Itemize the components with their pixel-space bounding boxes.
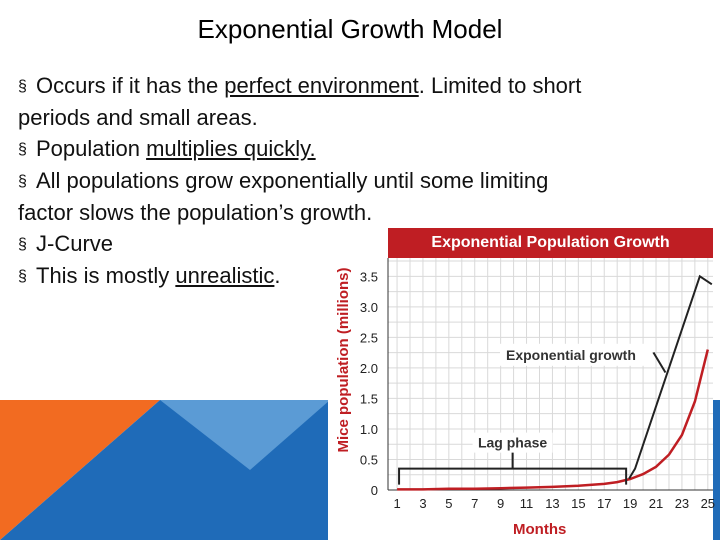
x-tick-label: 15 xyxy=(571,496,585,511)
exponential-growth-pointer xyxy=(652,351,667,373)
underlined-text: multiplies quickly. xyxy=(146,136,316,161)
bullet-marker-icon: § xyxy=(18,268,27,285)
x-tick-label: 21 xyxy=(649,496,663,511)
slide-title: Exponential Growth Model xyxy=(197,14,503,44)
bullet-continuation: factor slows the population’s growth. xyxy=(18,200,373,225)
bullet-text: . xyxy=(274,263,281,288)
y-axis-label: Mice population (millions) xyxy=(335,267,352,453)
x-tick-label: 7 xyxy=(471,496,478,511)
chart-plot: 00.51.01.52.02.53.03.51 3 5 7 9 11 13 15 17 19 21 2… xyxy=(360,258,715,511)
x-tick-label: 1 xyxy=(393,496,400,511)
exponential-growth-label-bg xyxy=(500,343,652,366)
x-tick-label: 9 xyxy=(497,496,504,511)
bullet-item: § All populations grow exponentially unti… xyxy=(18,165,708,197)
x-tick-label: 19 xyxy=(623,496,637,511)
bullet-continuation: periods and small areas. xyxy=(18,105,258,130)
x-tick-label: 5 xyxy=(445,496,452,511)
bullet-marker-icon: § xyxy=(18,141,27,158)
bullet-text: Occurs if it has the xyxy=(36,73,225,98)
bullet-list: § Occurs if it has the perfect environmen… xyxy=(18,70,708,292)
x-tick-label: 13 xyxy=(545,496,559,511)
deco-lightblue-triangle xyxy=(160,400,330,470)
bullet-text: All populations grow exponentially until… xyxy=(36,168,549,193)
x-tick-label: 11 xyxy=(520,496,534,511)
x-tick-label: 25 xyxy=(701,496,715,511)
y-tick-label: 1.0 xyxy=(360,422,378,437)
lag-phase-label: Lag phase xyxy=(478,435,547,451)
underlined-text: unrealistic xyxy=(175,263,275,288)
lag-phase-bracket xyxy=(398,467,628,485)
x-tick-label: 3 xyxy=(419,496,426,511)
chart-title: Exponential Population Growth xyxy=(388,228,713,258)
y-tick-label: 3.5 xyxy=(360,269,378,284)
bullet-item: § This is mostly unrealistic. xyxy=(18,260,708,292)
deco-right-strip xyxy=(713,400,720,540)
y-tick-label: 2.0 xyxy=(360,361,378,376)
x-axis-label: Months xyxy=(513,521,567,538)
bullet-text: Population xyxy=(36,136,147,161)
underlined-text: perfect environment xyxy=(224,73,419,98)
exponential-growth-label: Exponential growth xyxy=(506,347,636,363)
chart: Exponential Population Growth 0 0.5 1.0 1.5… xyxy=(328,228,715,540)
bullet-item: § J-Curve xyxy=(18,228,708,260)
bullet-marker-icon: § xyxy=(18,236,27,253)
x-tick-label: 23 xyxy=(675,496,689,511)
bullet-marker-icon: § xyxy=(18,173,27,190)
bullet-marker-icon: § xyxy=(18,78,27,95)
bullet-text: . Limited to short xyxy=(418,73,582,98)
bullet-item: § Occurs if it has the perfect environmen… xyxy=(18,70,708,102)
x-tick-label: 17 xyxy=(597,496,611,511)
growth-curve-line xyxy=(397,349,710,491)
bullet-text: J-Curve xyxy=(36,231,114,256)
exponential-growth-bracket xyxy=(628,274,713,480)
y-tick-label: 1.5 xyxy=(360,391,378,406)
y-tick-label: 0.5 xyxy=(360,452,378,467)
y-tick-label: 3.0 xyxy=(360,300,378,315)
lag-phase-label-bg xyxy=(472,432,553,453)
bullet-item: § Population multiplies quickly. xyxy=(18,133,708,165)
y-tick-label: 0 xyxy=(371,483,378,498)
bullet-text: This is mostly xyxy=(36,263,176,288)
y-tick-label: 2.5 xyxy=(360,330,378,345)
